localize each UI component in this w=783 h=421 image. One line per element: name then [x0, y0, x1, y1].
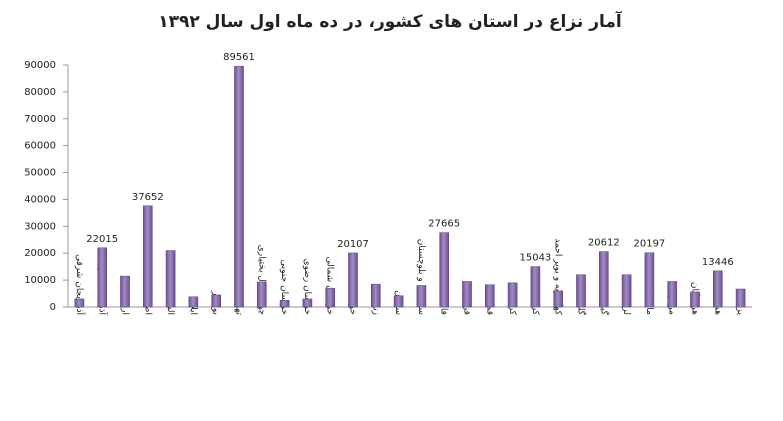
value-label: 37652: [132, 192, 164, 203]
value-label: 89561: [223, 52, 255, 63]
bar: [74, 298, 85, 308]
value-label: 15043: [519, 253, 551, 264]
bar: [667, 281, 678, 308]
x-tick-label: خراسان جنوبی: [279, 259, 289, 315]
bar: [211, 294, 222, 308]
bar: [530, 266, 541, 308]
bar: [302, 298, 313, 308]
bar: [621, 274, 632, 308]
value-label: 20612: [588, 238, 620, 249]
y-tick-label: 20000: [24, 248, 56, 259]
bar: [439, 232, 450, 308]
bar: [325, 287, 336, 308]
x-tick-label: خراسان رضوی: [302, 259, 312, 315]
bar: [690, 291, 700, 308]
x-tick-label: قم: [484, 305, 494, 315]
x-tick-label: خراسان شمالی: [325, 256, 335, 315]
x-tick-label: یزد: [735, 304, 745, 316]
bar: [484, 284, 495, 308]
bar: [188, 296, 199, 308]
bar: [644, 252, 655, 308]
bar: [279, 300, 290, 308]
y-tick-label: 10000: [24, 275, 56, 286]
x-tick-label: چهار محال بختیاری: [256, 245, 266, 315]
bar: [598, 251, 609, 308]
bar: [576, 274, 586, 308]
bar: [712, 270, 723, 308]
chart-title: آمار نزاع در استان های کشور، در ده ماه ا…: [158, 10, 623, 32]
bar: [735, 288, 746, 308]
y-tick-label: 60000: [24, 141, 56, 152]
bar: [462, 281, 472, 308]
bar: [142, 205, 153, 308]
y-tick-label: 0: [50, 302, 56, 313]
bar: [370, 283, 381, 308]
y-tick-label: 90000: [24, 60, 56, 71]
y-tick-label: 70000: [24, 114, 56, 125]
x-tick-label: سیستان و بلوچستان: [416, 239, 426, 315]
bar: [348, 252, 358, 308]
bar: [97, 247, 108, 308]
bar: [553, 290, 564, 308]
y-tick-label: 80000: [24, 87, 56, 98]
bar: [120, 275, 130, 308]
bar: [234, 65, 244, 308]
y-tick-label: 50000: [24, 168, 56, 179]
value-label: 20197: [633, 239, 665, 250]
bar: [393, 295, 404, 308]
value-label: 13446: [702, 257, 734, 268]
value-label: 22015: [86, 234, 118, 245]
value-label: 27665: [428, 219, 460, 230]
value-label: 20107: [337, 239, 369, 250]
y-tick-label: 30000: [24, 221, 56, 232]
bar: [507, 282, 518, 308]
bar: [165, 250, 176, 308]
y-tick-label: 40000: [24, 194, 56, 205]
bar: [416, 285, 427, 308]
bar: [256, 281, 267, 308]
